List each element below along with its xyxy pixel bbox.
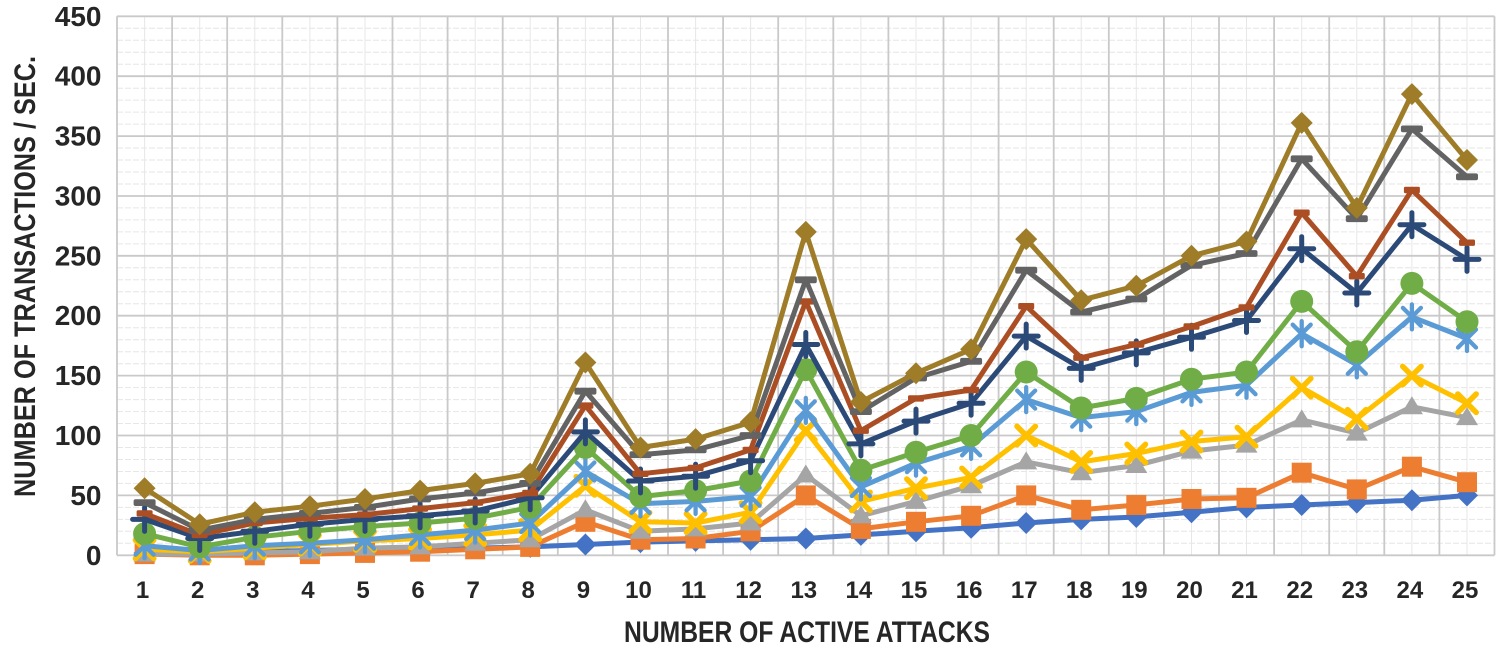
svg-text:14: 14: [846, 577, 873, 604]
svg-text:21: 21: [1231, 577, 1258, 604]
svg-text:8: 8: [522, 577, 535, 604]
svg-text:250: 250: [55, 240, 102, 271]
svg-text:5: 5: [356, 577, 369, 604]
svg-text:24: 24: [1397, 577, 1424, 604]
svg-text:1: 1: [136, 577, 149, 604]
svg-text:400: 400: [55, 61, 102, 92]
svg-text:NUMBER OF TRANSACTIONS / SEC.: NUMBER OF TRANSACTIONS / SEC.: [9, 56, 42, 497]
svg-text:16: 16: [956, 577, 983, 604]
svg-text:17: 17: [1011, 577, 1038, 604]
svg-text:2: 2: [191, 577, 204, 604]
svg-text:150: 150: [55, 360, 102, 391]
svg-text:6: 6: [411, 577, 424, 604]
svg-text:18: 18: [1066, 577, 1093, 604]
svg-text:13: 13: [790, 577, 817, 604]
svg-text:350: 350: [55, 121, 102, 152]
svg-text:0: 0: [86, 540, 102, 571]
svg-text:25: 25: [1452, 577, 1479, 604]
svg-text:11: 11: [681, 577, 706, 604]
svg-text:3: 3: [246, 577, 259, 604]
svg-text:450: 450: [55, 1, 102, 32]
svg-text:23: 23: [1341, 577, 1368, 604]
svg-text:12: 12: [735, 577, 762, 604]
svg-text:NUMBER OF ACTIVE ATTACKS: NUMBER OF ACTIVE ATTACKS: [624, 616, 990, 649]
svg-text:15: 15: [901, 577, 928, 604]
svg-text:20: 20: [1176, 577, 1203, 604]
svg-text:200: 200: [55, 300, 102, 331]
svg-text:4: 4: [301, 577, 315, 604]
svg-text:300: 300: [55, 181, 102, 212]
svg-text:19: 19: [1121, 577, 1148, 604]
svg-text:7: 7: [467, 577, 480, 604]
svg-text:50: 50: [70, 480, 101, 511]
svg-text:10: 10: [625, 577, 652, 604]
svg-text:22: 22: [1286, 577, 1313, 604]
svg-text:100: 100: [55, 420, 102, 451]
svg-text:9: 9: [577, 577, 590, 604]
